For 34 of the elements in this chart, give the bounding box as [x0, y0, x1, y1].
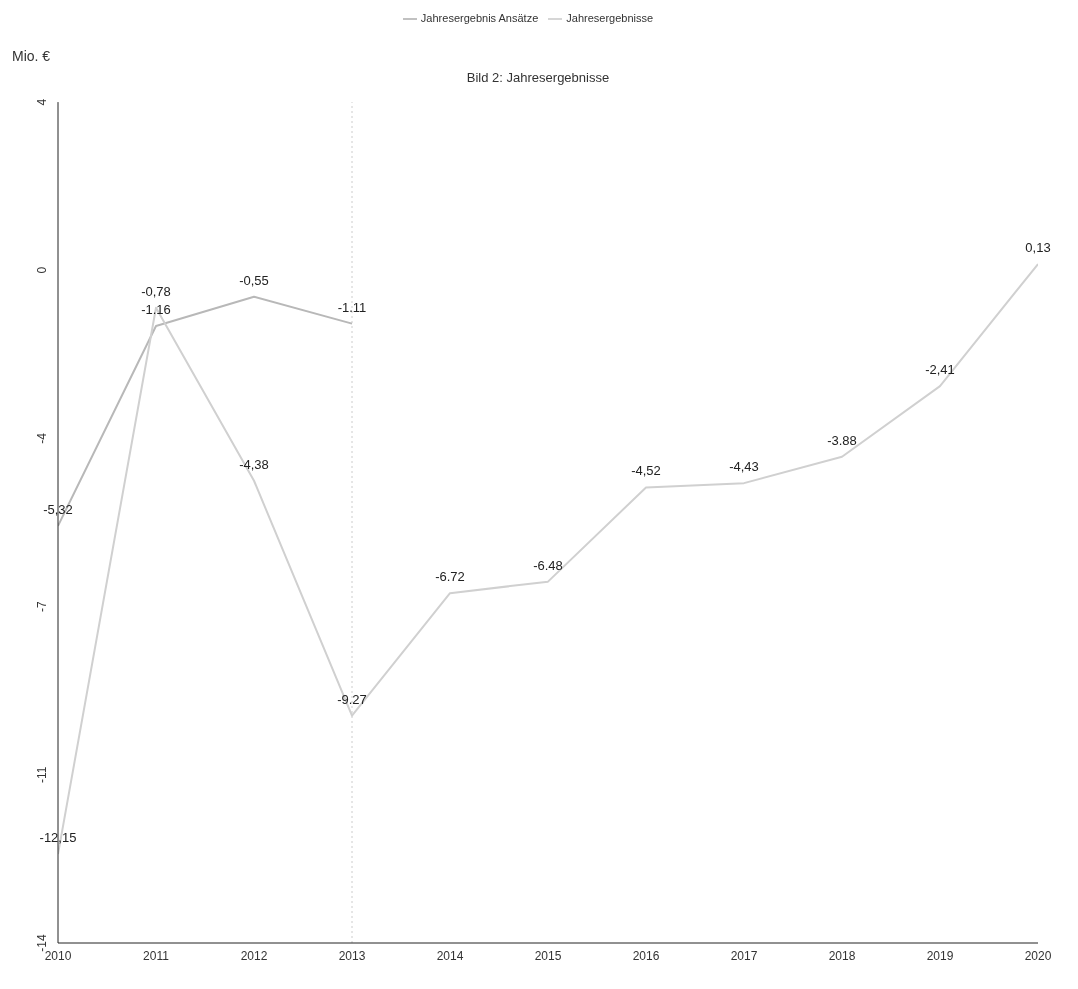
data-label: 0,13: [1025, 240, 1051, 256]
y-tick-label: -7: [35, 600, 49, 612]
y-tick-label: 0: [35, 266, 49, 274]
x-tick-label: 2012: [240, 948, 268, 963]
data-label: -4,52: [631, 463, 661, 479]
data-label: -3.88: [827, 432, 857, 448]
data-label: -6.72: [435, 569, 465, 585]
x-tick-label: 2016: [632, 948, 660, 963]
x-tick-label: 2018: [828, 948, 856, 963]
data-label: -9.27: [337, 691, 367, 707]
y-tick-label: -11: [35, 766, 49, 784]
y-axis-title: Mio. €: [12, 48, 51, 64]
data-label: -1.16: [141, 302, 171, 318]
x-tick-label: 2015: [534, 948, 562, 963]
data-label: -6.48: [533, 557, 563, 573]
data-label: -1.11: [337, 299, 367, 315]
chart-title: Bild 2: Jahresergebnisse: [465, 70, 611, 85]
y-tick-label: 4: [35, 98, 49, 106]
y-tick-label: -4: [35, 432, 49, 444]
x-tick-label: 2017: [730, 948, 758, 963]
data-label: -12,15: [39, 830, 77, 846]
data-label: -2,41: [925, 362, 955, 378]
legend-label: Jahresergebnisse: [566, 12, 654, 24]
data-label: -4,43: [729, 459, 759, 475]
x-tick-label: 2019: [926, 948, 954, 963]
legend-label: Jahresergebnis Ansätze: [420, 12, 539, 24]
data-label: -5,32: [43, 501, 73, 517]
x-tick-label: 2014: [436, 948, 464, 963]
data-label: -4,38: [239, 456, 269, 472]
x-tick-label: 2020: [1024, 948, 1052, 963]
x-tick-label: 2013: [338, 948, 366, 963]
x-tick-label: 2011: [143, 948, 170, 963]
data-label: -0,78: [141, 283, 171, 299]
data-label: -0,55: [239, 272, 269, 288]
